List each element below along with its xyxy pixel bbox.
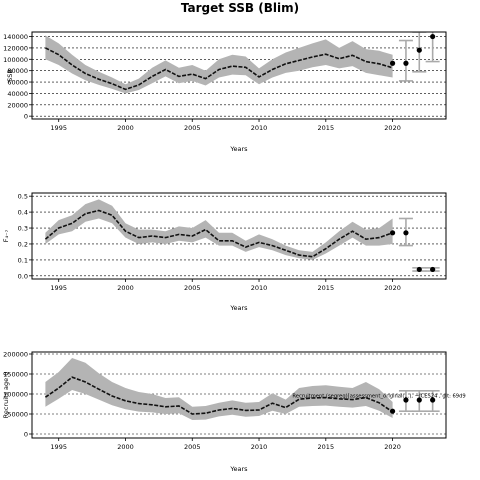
- xtick-label: 2005: [184, 124, 201, 132]
- ytick-label: 100000: [3, 391, 28, 399]
- xtick-label: 2000: [117, 124, 134, 132]
- yaxis-label: F₄₋₇: [2, 229, 10, 242]
- fbar-panel: 0.0 0.1 0.2 0.3 0.4 0.5 1995 2000 2005 2010 2015 20…: [2, 192, 447, 312]
- forecast-point: [416, 397, 422, 403]
- xtick-label: 2015: [318, 284, 335, 292]
- ytick-label: 0: [24, 113, 28, 121]
- xtick-label: 2020: [384, 124, 401, 132]
- xtick-label: 2015: [318, 443, 335, 451]
- yaxis-label: SSB: [6, 69, 14, 82]
- last-assessment-point: [389, 230, 396, 236]
- forecast-point: [403, 230, 409, 236]
- plot-frame: [31, 351, 447, 439]
- model-annotation: Recruitment (segreg)[assessment_original…: [292, 394, 465, 400]
- ytick-label: 20000: [7, 101, 28, 109]
- forecast-point: [430, 266, 436, 273]
- forecast-point: [416, 47, 422, 53]
- ytick-label: 0.0: [18, 272, 28, 280]
- fbar-series: [44, 199, 440, 273]
- xtick-label: 2000: [117, 443, 134, 451]
- xtick-label: 2000: [117, 284, 134, 292]
- ssb-panel: 0 20000 40000 60000 80000 100000 120000 140000 1…: [3, 31, 447, 153]
- median-line: [45, 47, 393, 91]
- forecast-point: [403, 60, 409, 66]
- last-assessment-point: [389, 60, 396, 66]
- ytick-label: 0.2: [18, 240, 28, 248]
- median-line: [44, 209, 393, 258]
- ytick-label: 0.3: [18, 225, 28, 233]
- xaxis-label: Years: [229, 465, 248, 473]
- ytick-label: 150000: [3, 371, 28, 379]
- chart-title: Target SSB (Blim): [180, 1, 300, 15]
- ytick-label: 60000: [7, 79, 28, 87]
- xtick-label: 2010: [251, 124, 268, 132]
- plot-frame: [31, 192, 447, 280]
- ytick-label: 0.1: [18, 256, 28, 264]
- xtick-label: 2010: [251, 284, 268, 292]
- ytick-label: 200000: [3, 351, 28, 359]
- xtick-label: 2005: [184, 284, 201, 292]
- ytick-label: 80000: [7, 67, 28, 75]
- ytick-label: 120000: [3, 44, 28, 52]
- xtick-label: 2020: [384, 443, 401, 451]
- ytick-label: 140000: [3, 33, 28, 41]
- forecast-point: [416, 266, 422, 273]
- ytick-label: 100000: [3, 56, 28, 64]
- xtick-label: 2005: [184, 443, 201, 451]
- ytick-label: 40000: [7, 90, 28, 98]
- forecast-point: [403, 397, 409, 403]
- ytick-label: 0: [24, 431, 28, 439]
- median-line: [44, 376, 394, 415]
- xtick-label: 1995: [50, 443, 67, 451]
- plot-frame: [31, 31, 447, 120]
- confidence-band: [45, 358, 393, 420]
- recruitment-panel: 0 50000 100000 150000 200000 1995 2000 2005 2010…: [2, 351, 466, 474]
- confidence-band: [45, 199, 393, 260]
- ytick-label: 50000: [7, 411, 28, 419]
- xtick-label: 2015: [318, 124, 335, 132]
- forecast-point: [430, 397, 436, 403]
- xtick-label: 1995: [50, 284, 67, 292]
- yaxis-label: Recruits age 0: [2, 372, 10, 419]
- recruitment-series: [44, 358, 440, 420]
- xaxis-label: Years: [229, 304, 248, 312]
- xaxis-label: Years: [229, 145, 248, 153]
- ytick-label: 0.5: [18, 193, 28, 201]
- xtick-label: 2010: [251, 443, 268, 451]
- ytick-label: 0.4: [18, 209, 28, 217]
- last-assessment-point: [389, 408, 396, 414]
- confidence-band: [45, 35, 393, 94]
- xtick-label: 2020: [384, 284, 401, 292]
- forecast-point: [430, 33, 436, 40]
- ssb-series: [45, 32, 440, 94]
- xtick-label: 1995: [50, 124, 67, 132]
